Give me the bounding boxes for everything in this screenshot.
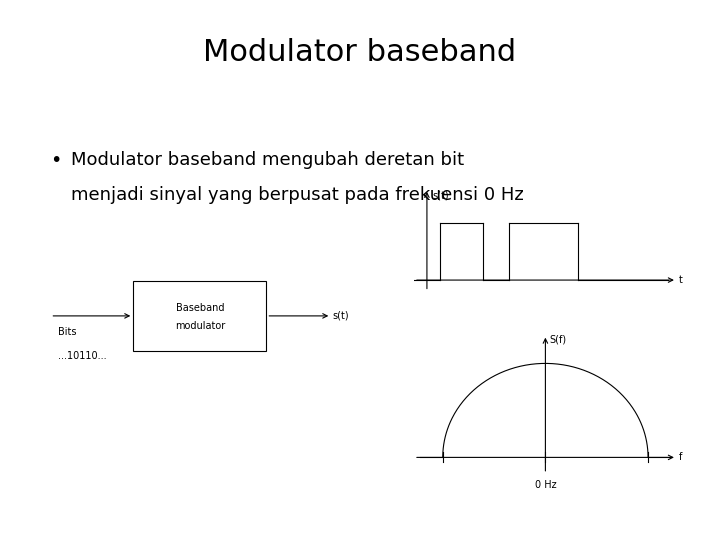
Text: t: t (679, 275, 683, 285)
Text: ...10110...: ...10110... (58, 351, 107, 361)
Text: Baseband: Baseband (176, 303, 224, 313)
Text: Modulator baseband: Modulator baseband (204, 38, 516, 67)
Text: s(t): s(t) (333, 311, 349, 321)
FancyBboxPatch shape (133, 281, 266, 351)
Text: •: • (50, 151, 62, 170)
Text: s(t): s(t) (432, 190, 449, 200)
Text: Modulator baseband mengubah deretan bit: Modulator baseband mengubah deretan bit (71, 151, 464, 169)
Text: Bits: Bits (58, 327, 76, 337)
Text: menjadi sinyal yang berpusat pada frekuensi 0 Hz: menjadi sinyal yang berpusat pada frekue… (71, 186, 523, 204)
Text: 0 Hz: 0 Hz (534, 480, 557, 490)
Text: modulator: modulator (175, 321, 225, 330)
Text: S(f): S(f) (549, 335, 567, 345)
Text: f: f (679, 453, 683, 462)
